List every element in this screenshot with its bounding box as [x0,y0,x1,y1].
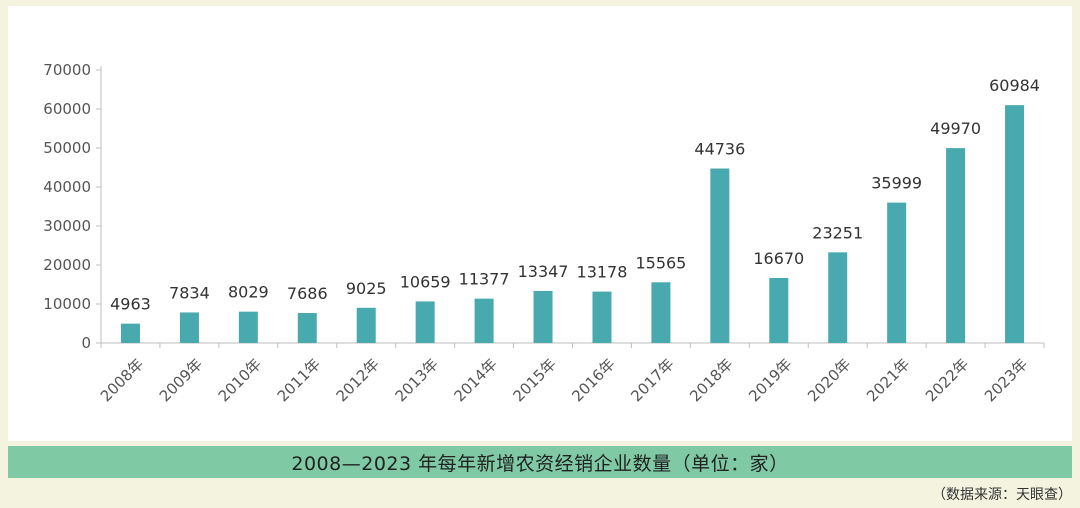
category-label: 2010年 [215,355,265,405]
bar [474,298,494,343]
data-label: 35999 [871,174,922,193]
chart-caption: 2008—2023 年每年新增农资经销企业数量（单位：家） [291,452,789,475]
y-tick-label: 20000 [43,256,91,274]
category-label: 2013年 [392,355,442,405]
bar [238,311,258,343]
data-label: 4963 [110,295,151,314]
bar [415,301,435,343]
chart-panel: 0 10000 20000 30000 40000 50000 60000 70000 4963… [8,6,1072,441]
bar [710,168,730,343]
bar [120,323,140,343]
category-label: 2020年 [804,355,854,405]
category-label: 2008年 [97,355,147,405]
bar-chart: 0 10000 20000 30000 40000 50000 60000 70000 4963… [43,61,1045,405]
data-label: 16670 [753,249,804,268]
bar [297,313,317,343]
bar [356,307,376,343]
data-label: 10659 [400,272,451,291]
bar [179,312,199,343]
category-label: 2022年 [922,355,972,405]
bar [1005,105,1025,343]
category-label: 2021年 [863,355,913,405]
y-tick-label: 60000 [43,100,91,118]
data-label: 60984 [989,76,1040,95]
y-tick-label: 10000 [43,295,91,313]
data-label: 11377 [459,270,510,289]
data-label: 13178 [577,263,628,282]
category-label: 2018年 [686,355,736,405]
caption-bar: 2008—2023 年每年新增农资经销企业数量（单位：家） [8,446,1072,478]
category-label: 2023年 [981,355,1031,405]
data-label: 7686 [287,284,328,303]
data-label: 49970 [930,119,981,138]
bar [887,202,907,343]
bar [769,277,789,343]
category-label: 2014年 [451,355,501,405]
data-label: 9025 [346,279,387,298]
data-label: 7834 [169,283,210,302]
data-label: 13347 [518,262,569,281]
category-label: 2017年 [627,355,677,405]
category-label: 2015年 [509,355,559,405]
source-note: （数据来源：天眼查） [932,487,1072,503]
category-label: 2011年 [274,355,324,405]
y-tick-label: 70000 [43,61,91,79]
bar [592,291,612,343]
y-tick-label: 50000 [43,139,91,157]
y-tick-label: 40000 [43,178,91,196]
y-tick-label: 30000 [43,217,91,235]
bar [533,290,553,343]
category-label: 2019年 [745,355,795,405]
data-label: 15565 [635,253,686,272]
category-label: 2012年 [333,355,383,405]
category-label: 2009年 [156,355,206,405]
category-label: 2016年 [568,355,618,405]
data-label: 44736 [694,140,745,159]
data-label: 23251 [812,223,863,242]
bar [946,148,966,343]
bar [651,282,671,343]
bar [828,252,848,343]
data-label: 8029 [228,283,269,302]
y-tick-label: 0 [81,334,91,352]
